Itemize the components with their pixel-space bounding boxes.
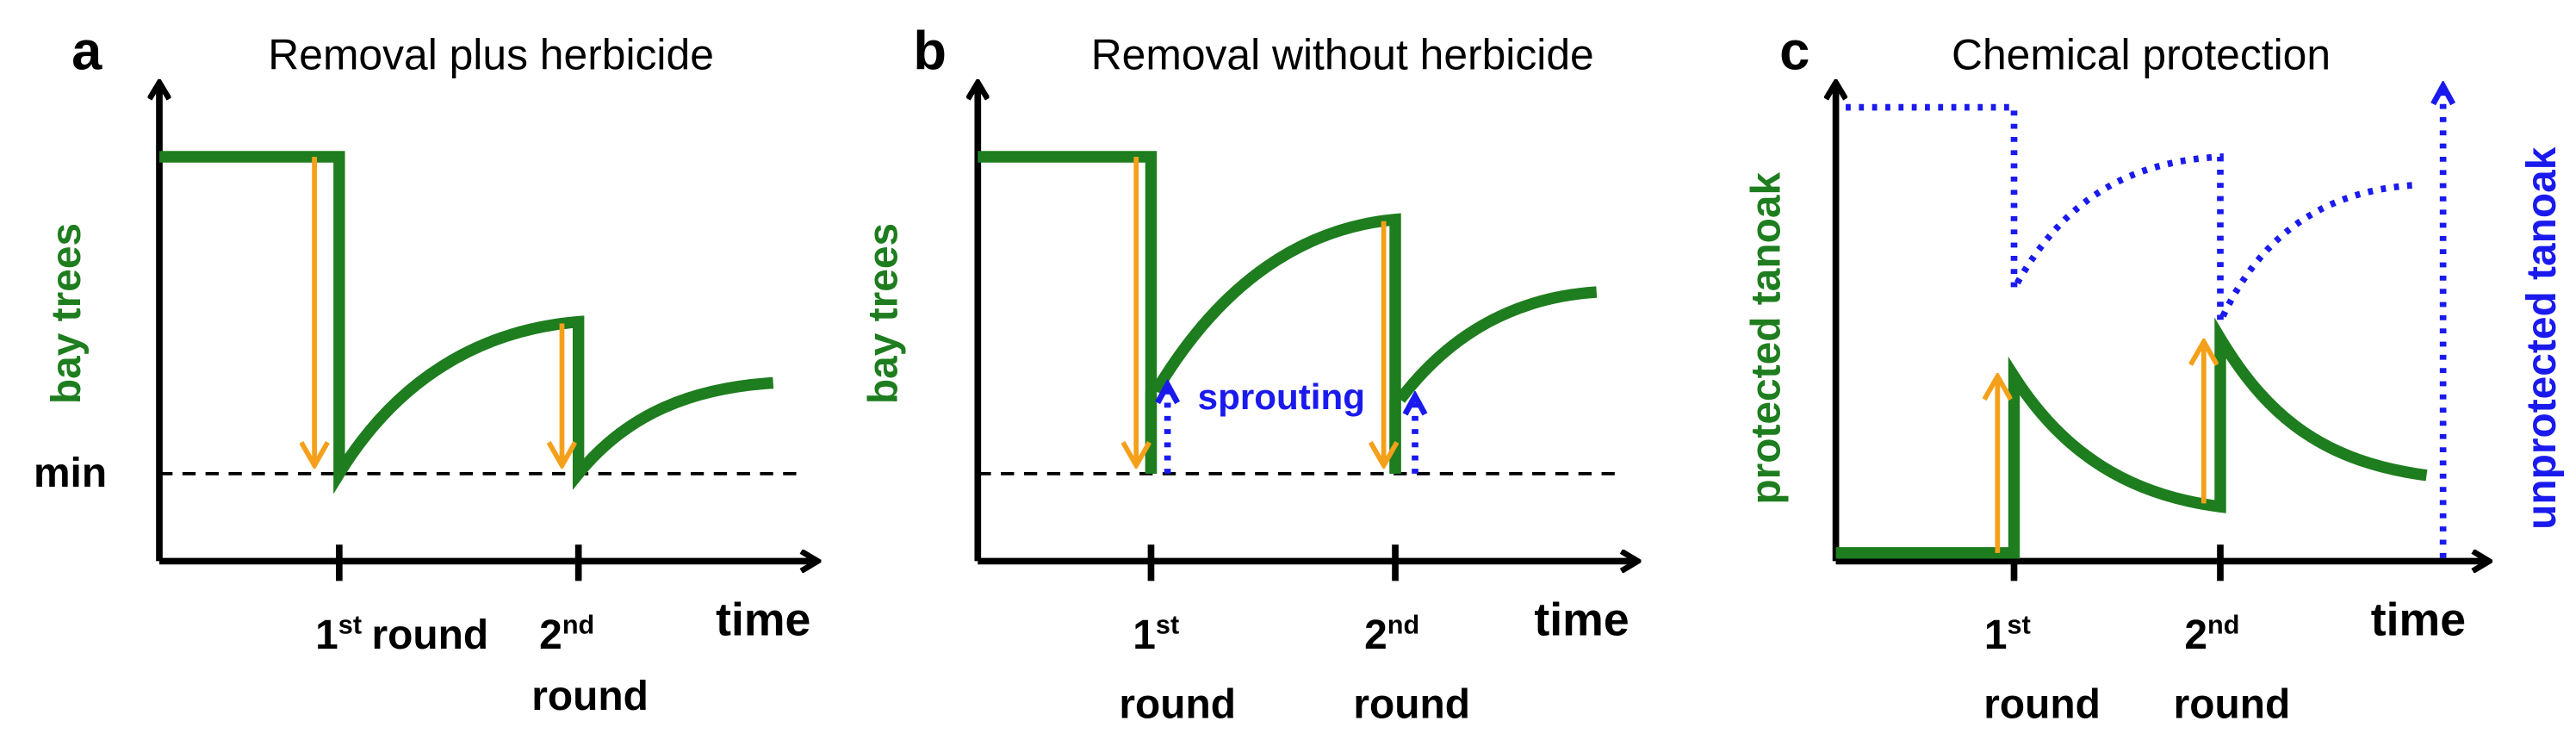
y-label: protected tanoak [1743,172,1789,505]
curve [159,151,774,494]
round-number: 1 [315,612,338,658]
panel-label: c [1779,21,1809,81]
round-number: 2 [2184,612,2207,658]
round-label: 2nd [1364,611,1419,658]
round-suffix: nd [562,611,594,640]
round-suffix: nd [2207,611,2239,640]
panel-label: b [913,21,947,81]
round-word: round [1983,681,2101,727]
round-suffix: st [338,611,362,640]
round-label: 1st [1133,611,1179,658]
round-label: 1st round [315,611,488,658]
round-number: 2 [1364,612,1387,658]
round-suffix: nd [1387,611,1419,640]
unprotected-curve [1846,103,2419,324]
x-label: time [1534,594,1629,646]
round-label: 2nd [539,611,594,658]
round-suffix: st [2008,611,2031,640]
round-word: round [531,674,649,719]
round-word: round [1119,681,1236,727]
round-number: 1 [1133,612,1156,658]
round-suffix: st [1156,611,1179,640]
round-word: round [372,612,489,658]
round-word: round [1353,681,1470,727]
panel-title: Removal plus herbicide [268,30,714,78]
curve [978,151,1598,474]
min-label: min [34,451,107,496]
panel-label: a [71,21,102,81]
round-word: round [2174,681,2291,727]
round-label: 1st [1984,611,2031,658]
y2-label: unprotected tanoak [2519,146,2565,530]
panel-title: Removal without herbicide [1091,30,1594,78]
protected-curve [1835,317,2428,559]
panel-c: c Chemical protection protected tanoak u… [1743,21,2564,727]
round-number: 1 [1984,612,2008,658]
x-label: time [2371,594,2466,646]
panel-b: b Removal without herbicide bay trees sp… [860,21,1637,727]
x-label: time [716,594,810,646]
y-label: bay trees [44,223,90,404]
round-label: 2nd [2184,611,2239,658]
annotation: sprouting [1198,376,1365,417]
round-number: 2 [539,612,562,658]
panel-a: a Removal plus herbicide bay trees min 1… [34,21,817,719]
panel-title: Chemical protection [1952,30,2331,78]
y-label: bay trees [860,223,906,404]
